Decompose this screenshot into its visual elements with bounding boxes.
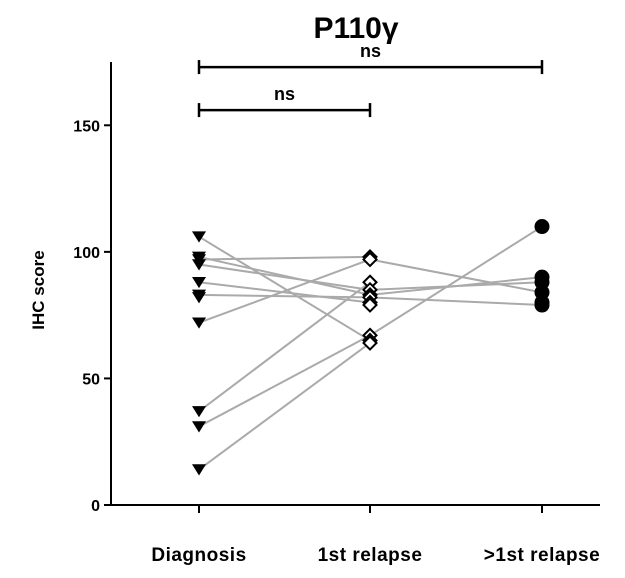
significance-label: ns [360, 41, 381, 61]
diagnosis-point [192, 276, 206, 289]
connecting-line [198, 255, 371, 261]
diagnosis-point [192, 464, 206, 476]
y-tick-label: 0 [91, 498, 100, 515]
connecting-line [198, 235, 371, 342]
connecting-line [198, 258, 371, 324]
chart-title: P110γ [313, 12, 398, 45]
connecting-line [198, 281, 371, 304]
later-relapse-point [534, 297, 550, 313]
x-tick-label: Diagnosis [151, 545, 246, 566]
axes: 0 50 100 150 Diagnosis 1st relapse >1st relaps… [73, 62, 600, 566]
connecting-lines [198, 225, 543, 471]
first-relapse-point [362, 335, 378, 351]
diagnosis-point [192, 292, 206, 304]
first-relapse-point [362, 251, 378, 268]
first-relapse-point [362, 297, 378, 313]
diagnosis-point [192, 259, 206, 271]
y-axis-label: IHC score [29, 250, 48, 329]
connecting-line [198, 281, 371, 413]
connecting-line [198, 263, 371, 291]
significance-brackets: ns ns [197, 41, 544, 118]
y-tick-label: 150 [73, 118, 100, 135]
connecting-line [198, 342, 371, 471]
connecting-line [369, 276, 543, 296]
diagnosis-point [192, 231, 206, 243]
x-tick-label: 1st relapse [318, 545, 423, 566]
connecting-line [198, 255, 371, 296]
data-points [192, 219, 550, 476]
diagnosis-point [192, 317, 206, 329]
connecting-line [369, 258, 543, 294]
significance-label: ns [274, 84, 295, 104]
connecting-line [369, 296, 543, 307]
later-relapse-point [534, 219, 550, 235]
connecting-line [198, 293, 371, 299]
y-tick-label: 100 [73, 245, 100, 262]
x-tick-label: >1st relapse [484, 545, 600, 566]
connecting-line [369, 225, 543, 337]
diagnosis-point [192, 406, 206, 418]
diagnosis-point [192, 421, 206, 433]
connecting-line [198, 334, 371, 428]
y-tick-label: 50 [82, 371, 100, 388]
